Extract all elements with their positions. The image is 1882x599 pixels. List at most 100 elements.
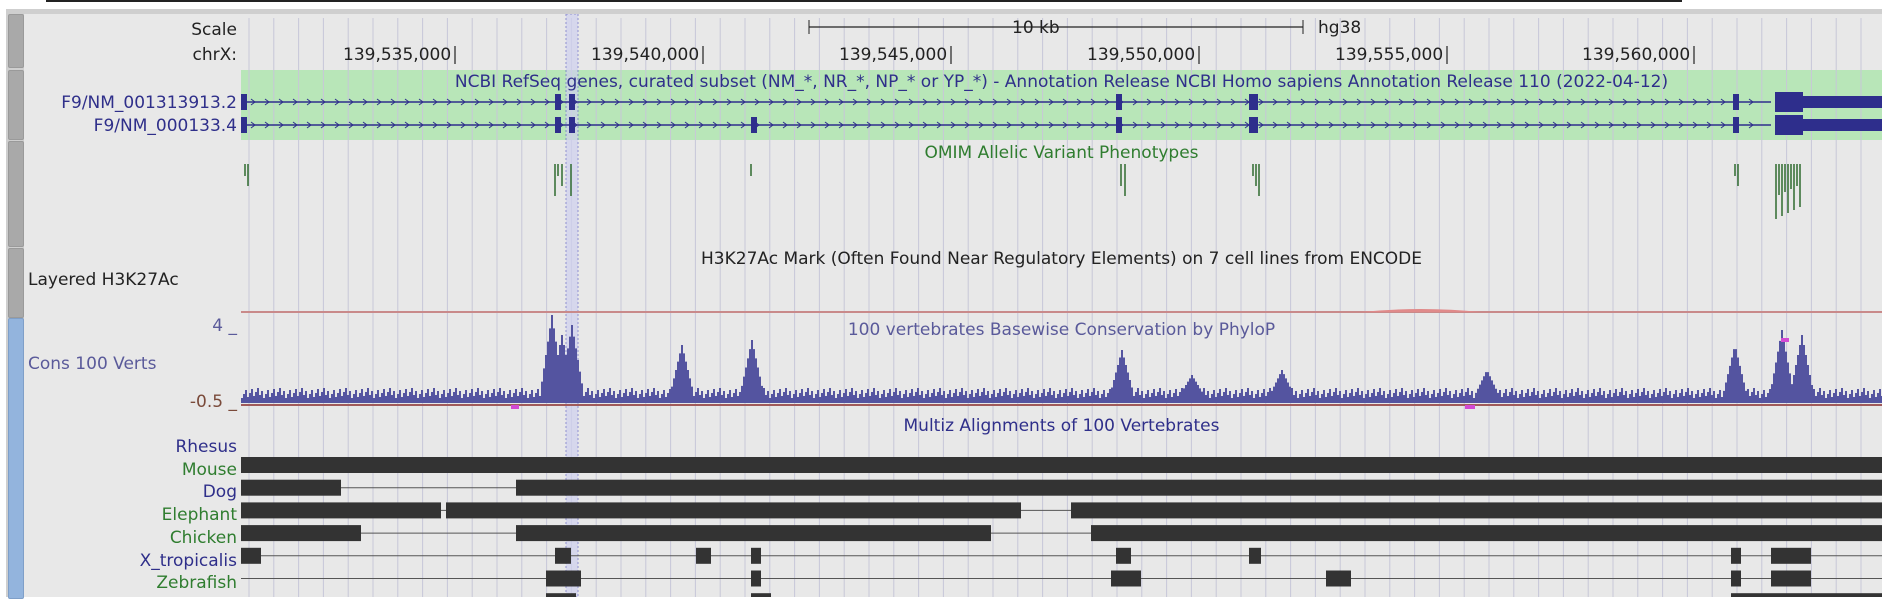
strand-arrow <box>474 98 480 106</box>
cons-ymax-label: 4 _ <box>212 316 237 336</box>
strand-arrow <box>1174 121 1180 129</box>
strand-arrow <box>544 121 550 129</box>
strand-arrow <box>474 121 480 129</box>
strand-arrow <box>1216 98 1222 106</box>
h3k27ac-peak <box>1361 309 1481 312</box>
exon <box>555 117 561 133</box>
transcript-label[interactable]: F9/NM_001313913.2 <box>61 93 237 113</box>
strand-arrow <box>992 98 998 106</box>
species-label-x_tropicalis[interactable]: X_tropicalis <box>139 550 237 571</box>
strand-arrow <box>1090 121 1096 129</box>
strand-arrow <box>306 98 312 106</box>
strand-arrow <box>1678 121 1684 129</box>
strand-arrow <box>1678 98 1684 106</box>
strand-arrow <box>1356 121 1362 129</box>
strand-arrow <box>1650 98 1656 106</box>
strand-arrow <box>838 98 844 106</box>
alignment-block <box>1116 547 1131 564</box>
strand-arrow <box>264 98 270 106</box>
alignment-block <box>516 479 1882 496</box>
cons-track-button[interactable] <box>8 318 24 599</box>
strand-arrow <box>698 98 704 106</box>
alignment-block <box>1071 502 1882 519</box>
h3k27ac-side-label[interactable]: Layered H3K27Ac <box>28 270 179 290</box>
strand-arrow <box>1706 121 1712 129</box>
strand-arrow <box>502 121 508 129</box>
strand-arrow <box>670 121 676 129</box>
omim-track-button[interactable] <box>8 141 24 247</box>
top-border <box>46 0 1682 2</box>
strand-arrow <box>1286 121 1292 129</box>
strand-arrow <box>768 121 774 129</box>
strand-arrow <box>1048 121 1054 129</box>
strand-arrow <box>1174 98 1180 106</box>
strand-arrow <box>628 121 634 129</box>
strand-arrow <box>1636 121 1642 129</box>
strand-arrow <box>334 121 340 129</box>
strand-arrow <box>1370 98 1376 106</box>
strand-arrow <box>1524 98 1530 106</box>
alignment-block <box>1111 570 1141 587</box>
strand-arrow <box>796 98 802 106</box>
strand-arrow <box>1566 121 1572 129</box>
multiz-track-title: Multiz Alignments of 100 Vertebrates <box>903 416 1220 436</box>
strand-arrow <box>1650 121 1656 129</box>
phylop-peak-marker <box>1781 338 1789 342</box>
strand-arrow <box>866 98 872 106</box>
exon <box>241 117 247 133</box>
strand-arrow <box>376 98 382 106</box>
species-label-rhesus[interactable]: Rhesus <box>175 437 237 457</box>
strand-arrow <box>810 121 816 129</box>
species-label-zebrafish[interactable]: Zebrafish <box>156 573 237 594</box>
refseq-track-button[interactable] <box>8 70 24 140</box>
strand-arrow <box>278 121 284 129</box>
strand-arrow <box>1510 121 1516 129</box>
assembly-label: hg38 <box>1318 18 1362 38</box>
strand-arrow <box>880 98 886 106</box>
ruler-position-label: 139,545,000 <box>839 45 948 65</box>
alignment-block <box>516 525 991 542</box>
strand-arrow <box>684 121 690 129</box>
strand-arrow <box>1328 98 1334 106</box>
data-panel[interactable] <box>241 14 1882 597</box>
species-label-chicken[interactable]: Chicken <box>169 527 237 548</box>
strand-arrow <box>1006 98 1012 106</box>
strand-arrow <box>1048 98 1054 106</box>
exon <box>1116 94 1122 110</box>
cons-side-label[interactable]: Cons 100 Verts <box>28 354 157 374</box>
strand-arrow <box>334 98 340 106</box>
alignment-block <box>1326 570 1351 587</box>
strand-arrow <box>1188 121 1194 129</box>
species-label-mouse[interactable]: Mouse <box>181 459 237 480</box>
exon <box>1733 117 1739 133</box>
h3k27ac-track-button[interactable] <box>8 248 24 318</box>
strand-arrow <box>880 121 886 129</box>
strand-arrow <box>530 98 536 106</box>
strand-arrow <box>964 98 970 106</box>
scale-label: Scale <box>191 20 237 40</box>
strand-arrow <box>1300 121 1306 129</box>
strand-arrow <box>656 98 662 106</box>
strand-arrow <box>894 121 900 129</box>
strand-arrow <box>264 121 270 129</box>
strand-arrow <box>1188 98 1194 106</box>
strand-arrow <box>1160 98 1166 106</box>
strand-arrow <box>1398 121 1404 129</box>
alignment-block <box>241 547 261 564</box>
strand-arrow <box>740 98 746 106</box>
strand-arrow <box>446 121 452 129</box>
strand-arrow <box>544 98 550 106</box>
strand-arrow <box>1482 98 1488 106</box>
species-label-elephant[interactable]: Elephant <box>161 505 237 526</box>
transcript-label[interactable]: F9/NM_000133.4 <box>93 116 237 136</box>
alignment-block <box>1731 570 1741 587</box>
alignment-block <box>555 547 571 564</box>
strand-arrow <box>726 121 732 129</box>
alignment-block <box>1249 547 1261 564</box>
alignment-block <box>546 593 576 597</box>
ruler-track-button[interactable] <box>8 14 24 68</box>
strand-arrow <box>1356 98 1362 106</box>
species-label-dog[interactable]: Dog <box>202 482 237 503</box>
strand-arrow <box>1426 98 1432 106</box>
